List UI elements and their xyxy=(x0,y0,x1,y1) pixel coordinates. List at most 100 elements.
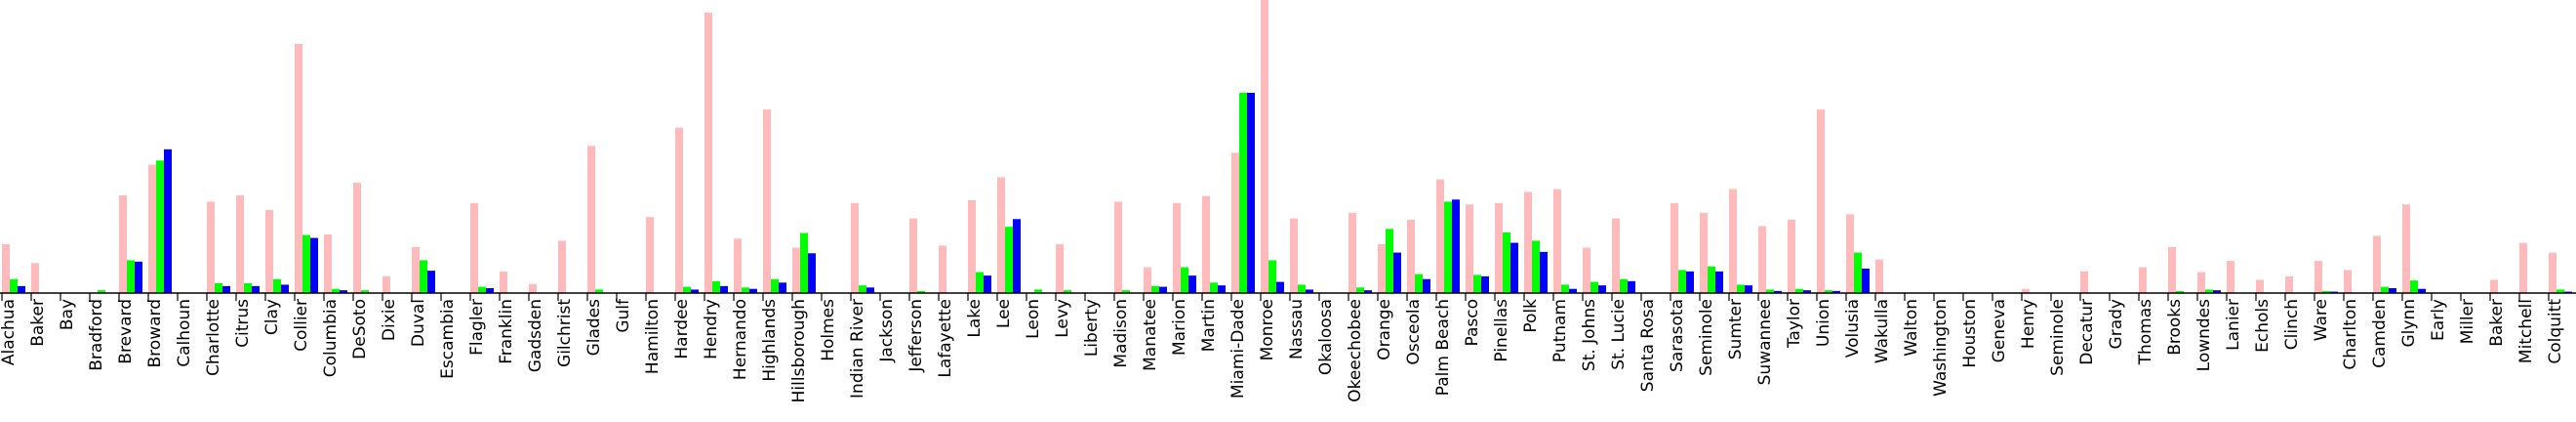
bar-suwannee-series-2 xyxy=(1766,289,1774,293)
bar-mitchell-series-1 xyxy=(2519,242,2527,293)
bar-martin-series-1 xyxy=(1202,195,1210,293)
x-tick-label: Wakulla xyxy=(1872,299,1892,363)
x-tick-label: Franklin xyxy=(497,299,516,364)
bar-hillsborough-series-1 xyxy=(792,247,800,293)
bar-gadsden-series-1 xyxy=(529,283,537,293)
bar-palm-beach-series-1 xyxy=(1436,179,1444,293)
bar-okeechobee-series-1 xyxy=(1348,212,1356,293)
x-tick-label: Ware xyxy=(2312,299,2331,341)
bar-hernando-series-3 xyxy=(749,288,757,293)
x-tick-label: Baker xyxy=(28,299,48,347)
bar-osceola-series-1 xyxy=(1407,220,1415,293)
bar-duval-series-1 xyxy=(412,246,420,293)
bar-marion-series-1 xyxy=(1173,202,1181,293)
bar-miami-dade-series-3 xyxy=(1247,93,1255,293)
x-tick-label: Pasco xyxy=(1463,299,1482,347)
x-tick-label: Seminole xyxy=(2048,299,2068,376)
bar-charlotte-series-3 xyxy=(222,285,230,293)
bar-martin-series-2 xyxy=(1210,282,1218,293)
bar-pasco-series-2 xyxy=(1473,274,1481,293)
bar-miami-dade-series-1 xyxy=(1231,152,1239,293)
bar-clay-series-3 xyxy=(281,284,289,293)
bar-lee-series-1 xyxy=(997,177,1005,293)
bar-miami-dade-series-2 xyxy=(1239,93,1247,293)
x-tick-label: Union xyxy=(1814,299,1833,347)
bar-sarasota-series-2 xyxy=(1678,270,1686,293)
bar-glynn-series-1 xyxy=(2402,204,2410,293)
bar-columbia-series-3 xyxy=(340,290,347,293)
bar-highlands-series-3 xyxy=(779,282,786,293)
bar-st-johns-series-2 xyxy=(1590,281,1598,293)
bar-orange-series-3 xyxy=(1393,252,1401,293)
x-tick-label: Miller xyxy=(2458,299,2477,344)
bar-camden-series-3 xyxy=(2389,288,2396,293)
x-tick-label: Madison xyxy=(1111,299,1131,368)
x-tick-label: Leon xyxy=(1024,299,1043,339)
bar-suwannee-series-3 xyxy=(1774,290,1782,293)
bar-franklin-series-1 xyxy=(500,271,507,293)
bar-sumter-series-3 xyxy=(1745,285,1752,293)
bar-hardee-series-2 xyxy=(683,286,691,293)
bar-taylor-series-3 xyxy=(1803,290,1811,293)
x-tick-label: Liberty xyxy=(1082,299,1102,357)
bar-clay-series-2 xyxy=(273,278,281,293)
bar-marion-series-2 xyxy=(1181,267,1188,293)
x-tick-label: Clinch xyxy=(2282,299,2302,350)
x-tick-label: Bradford xyxy=(87,299,106,371)
bar-hernando-series-2 xyxy=(742,287,749,293)
bar-alachua-series-1 xyxy=(2,244,10,293)
x-tick-label: Baker xyxy=(2487,299,2507,347)
bar-brooks-series-1 xyxy=(2168,246,2176,293)
bar-lowndes-series-3 xyxy=(2213,290,2221,293)
bar-orange-series-2 xyxy=(1386,229,1393,293)
x-tick-label: Alachua xyxy=(0,299,19,365)
x-tick-label: Henry xyxy=(2019,299,2038,349)
bar-okeechobee-series-3 xyxy=(1364,290,1372,293)
bar-union-series-1 xyxy=(1817,109,1825,293)
bar-union-series-3 xyxy=(1832,290,1840,293)
bar-charlton-series-1 xyxy=(2344,270,2352,293)
bar-camden-series-1 xyxy=(2373,235,2381,293)
x-tick-label: Dixie xyxy=(380,299,399,341)
bar-monroe-series-2 xyxy=(1268,260,1276,293)
bar-palm-beach-series-2 xyxy=(1444,201,1452,293)
bar-manatee-series-2 xyxy=(1151,285,1159,293)
x-tick-label: Hillsborough xyxy=(789,299,809,402)
bar-duval-series-3 xyxy=(427,271,435,293)
bar-hardee-series-3 xyxy=(691,289,699,293)
bar-lanier-series-1 xyxy=(2227,261,2234,293)
x-tick-label: Gadsden xyxy=(526,299,545,372)
bar-collier-series-1 xyxy=(295,44,302,293)
bar-columbia-series-2 xyxy=(332,288,340,293)
bar-putnam-series-3 xyxy=(1569,288,1577,293)
bar-monroe-series-1 xyxy=(1261,0,1268,293)
x-tick-label: Gulf xyxy=(614,298,633,333)
bar-madison-series-1 xyxy=(1114,201,1122,293)
bar-nassau-series-1 xyxy=(1290,218,1298,293)
x-tick-label: Martin xyxy=(1199,299,1219,352)
x-tick-label: Osceola xyxy=(1404,299,1424,365)
x-tick-label: Brooks xyxy=(2165,299,2185,356)
x-tick-label: Polk xyxy=(1521,299,1541,333)
x-tick-label: Palm Beach xyxy=(1433,299,1453,396)
bar-leon-series-2 xyxy=(1034,289,1042,293)
bar-broward-series-2 xyxy=(156,160,164,293)
x-tick-label: Early xyxy=(2429,299,2448,341)
bar-columbia-series-1 xyxy=(324,234,332,293)
bar-ware-series-3 xyxy=(2330,291,2338,293)
bar-glynn-series-3 xyxy=(2418,288,2426,293)
bar-wakulla-series-1 xyxy=(1875,259,1883,293)
x-tick-label: Sumter xyxy=(1726,299,1746,359)
bar-union-series-2 xyxy=(1825,290,1832,293)
x-tick-label: Duval xyxy=(409,299,428,347)
bar-seminole-series-2 xyxy=(1708,266,1715,293)
x-tick-label: Okeechobee xyxy=(1346,299,1365,402)
x-tick-label: Thomas xyxy=(2136,299,2155,366)
x-tick-label: Decatur xyxy=(2077,299,2097,365)
bar-colquitt-series-3 xyxy=(2564,291,2572,293)
bar-st-johns-series-3 xyxy=(1598,285,1606,293)
bar-lake-series-2 xyxy=(976,272,984,293)
bar-pinellas-series-2 xyxy=(1503,232,1510,293)
bar-marion-series-3 xyxy=(1188,275,1196,293)
